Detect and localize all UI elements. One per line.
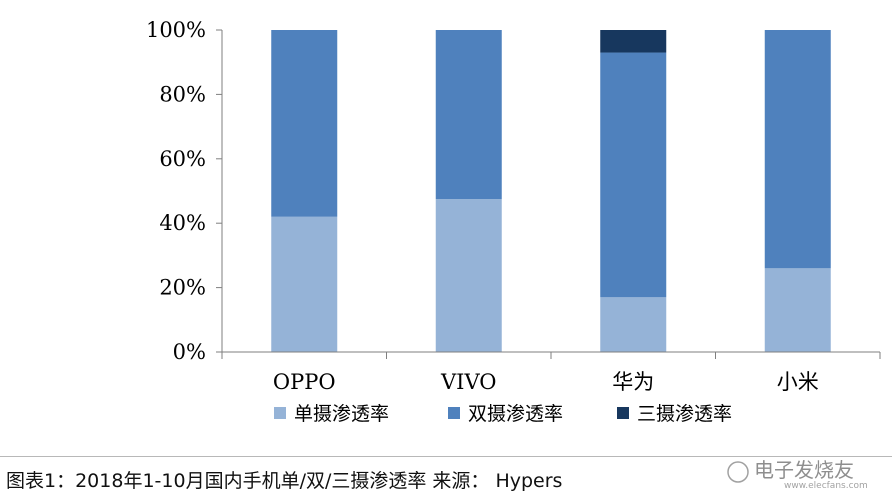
legend-swatch-1	[274, 407, 286, 419]
legend-label-1: 单摄渗透率	[294, 403, 389, 425]
axes-layer: OPPO VIVO 华为 小米 0% 20% 40% 60% 80% 100%	[146, 18, 881, 394]
bar-segment-2-3	[600, 52, 667, 298]
y-tick-label: 80%	[159, 82, 206, 106]
legend: 单摄渗透率 双摄渗透率 三摄渗透率	[274, 403, 732, 425]
bar-segment-1-1	[271, 216, 338, 352]
watermark-text: 电子发烧友	[754, 458, 854, 482]
legend-swatch-3	[617, 407, 629, 419]
stacked-bar-chart: OPPO VIVO 华为 小米 0% 20% 40% 60% 80% 100% 单摄渗透率 双摄渗透…	[146, 18, 881, 425]
x-tick-label: VIVO	[440, 370, 496, 394]
wechat-icon	[727, 461, 749, 483]
figure-caption: 图表1：2018年1-10月国内手机单/双/三摄渗透率 来源： Hypers	[6, 470, 563, 492]
legend-swatch-2	[448, 407, 460, 419]
watermark-url: www.elecfans.com	[784, 481, 868, 491]
bar-segment-1-4	[764, 268, 831, 352]
bar-segment-2-4	[764, 30, 831, 269]
y-tick-label: 20%	[159, 276, 206, 300]
y-tick-label: 100%	[146, 18, 206, 42]
legend-label-3: 三摄渗透率	[637, 403, 732, 425]
y-tick-label: 0%	[173, 340, 206, 364]
legend-label-2: 双摄渗透率	[468, 403, 563, 425]
bar-segment-2-1	[271, 30, 338, 217]
bar-segment-2-2	[435, 30, 502, 200]
bars-layer	[271, 30, 831, 352]
x-tick-label: OPPO	[273, 370, 336, 394]
elecfans-watermark-logo: 电子发烧友 www.elecfans.com	[727, 458, 868, 491]
y-tick-label: 60%	[159, 147, 206, 171]
y-tick-label: 40%	[159, 211, 206, 235]
bar-segment-1-3	[600, 297, 667, 352]
x-tick-label: 华为	[612, 370, 654, 394]
bar-segment-3-3	[600, 30, 667, 53]
caption-divider	[0, 456, 892, 457]
x-tick-label: 小米	[777, 370, 819, 394]
bar-segment-1-2	[435, 199, 502, 352]
